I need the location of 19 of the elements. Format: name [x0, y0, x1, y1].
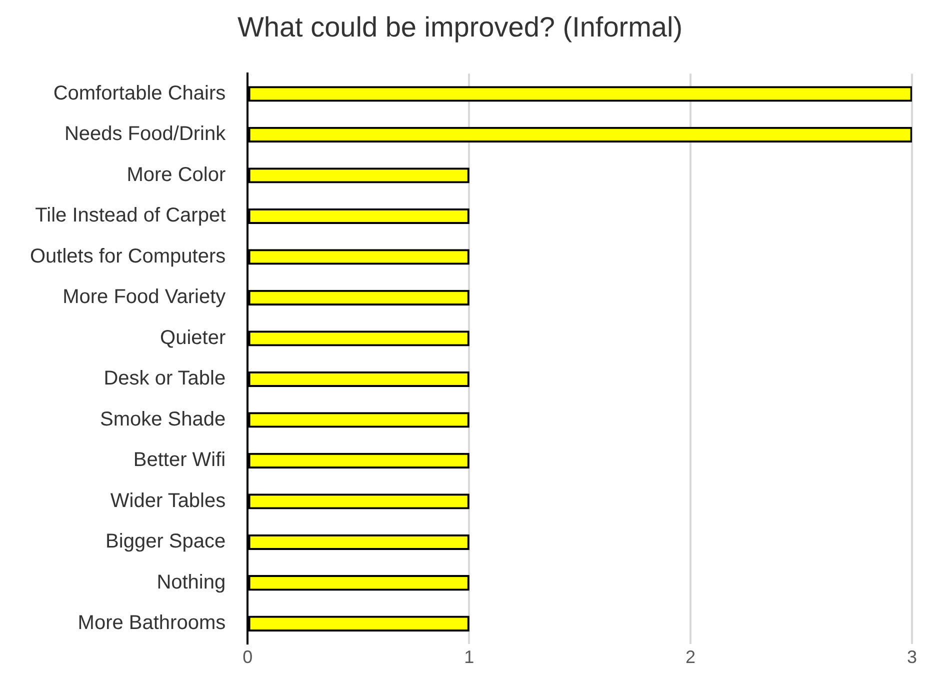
y-tick-label: Comfortable Chairs [53, 82, 226, 104]
y-tick-label: Quieter [160, 326, 226, 349]
y-tick-label: More Food Variety [62, 286, 226, 308]
x-tick-label: 1 [464, 646, 474, 667]
y-tick-label: Better Wifi [133, 449, 226, 472]
x-tick-label: 3 [906, 646, 918, 667]
y-tick-label: Desk or Table [104, 368, 226, 390]
x-tick-label: 2 [686, 646, 696, 667]
y-tick-label: Tile Instead of Carpet [35, 204, 226, 227]
x-tick-label: 0 [242, 646, 253, 667]
y-tick-label: Bigger Space [106, 530, 226, 553]
y-tick-label: More Bathrooms [78, 612, 226, 634]
y-tick-label: Wider Tables [110, 490, 226, 512]
y-tick-label: Nothing [156, 571, 226, 594]
y-tick-label: Needs Food/Drink [64, 123, 227, 146]
y-tick-label: Outlets for Computers [30, 245, 226, 268]
y-tick-label: More Color [126, 164, 226, 186]
y-tick-label: Smoke Shade [100, 408, 226, 430]
chart-title: What could be improved? (Informal) [237, 12, 683, 43]
